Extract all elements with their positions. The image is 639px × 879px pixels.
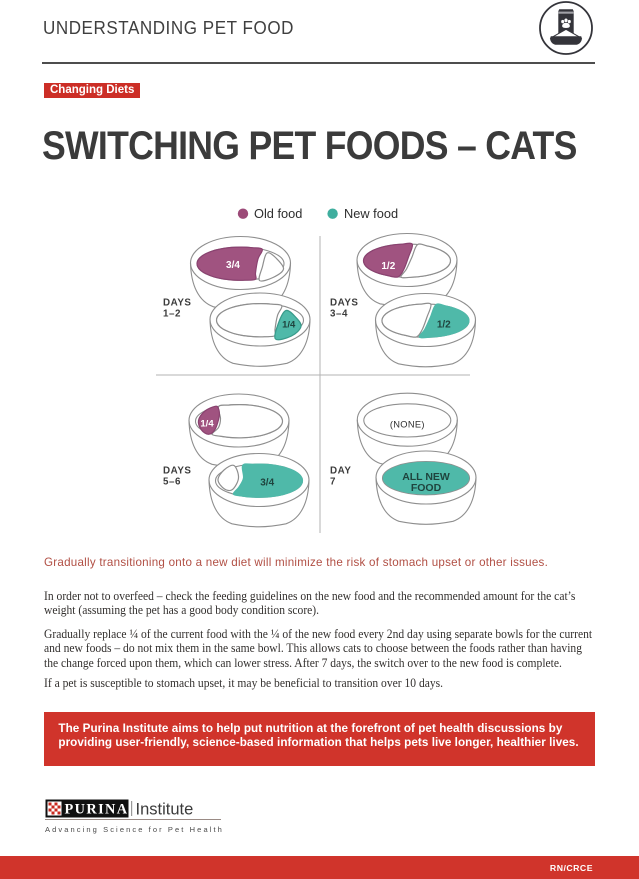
svg-text:1/4: 1/4 <box>200 419 214 430</box>
svg-text:ALL NEW: ALL NEW <box>402 471 450 483</box>
svg-text:3–4: 3–4 <box>330 309 348 320</box>
svg-text:Advancing Science for Pet Heal: Advancing Science for Pet Health <box>45 825 224 834</box>
svg-text:Old food: Old food <box>254 206 302 221</box>
svg-text:DAYS: DAYS <box>330 298 359 309</box>
svg-text:New food: New food <box>344 206 398 221</box>
svg-text:3/4: 3/4 <box>260 477 274 488</box>
svg-text:Institute: Institute <box>136 800 194 818</box>
svg-text:DAYS: DAYS <box>163 466 192 477</box>
svg-text:DAY: DAY <box>330 466 351 477</box>
svg-text:FOOD: FOOD <box>411 482 442 494</box>
svg-text:1/2: 1/2 <box>381 261 395 272</box>
svg-text:PURINA: PURINA <box>65 801 129 817</box>
svg-text:(NONE): (NONE) <box>390 420 425 430</box>
svg-text:1/2: 1/2 <box>437 319 451 330</box>
svg-text:3/4: 3/4 <box>226 260 240 271</box>
svg-text:1/4: 1/4 <box>282 320 296 331</box>
svg-text:5–6: 5–6 <box>163 477 181 488</box>
svg-text:7: 7 <box>330 477 336 488</box>
svg-text:DAYS: DAYS <box>163 298 192 309</box>
svg-text:1–2: 1–2 <box>163 309 181 320</box>
